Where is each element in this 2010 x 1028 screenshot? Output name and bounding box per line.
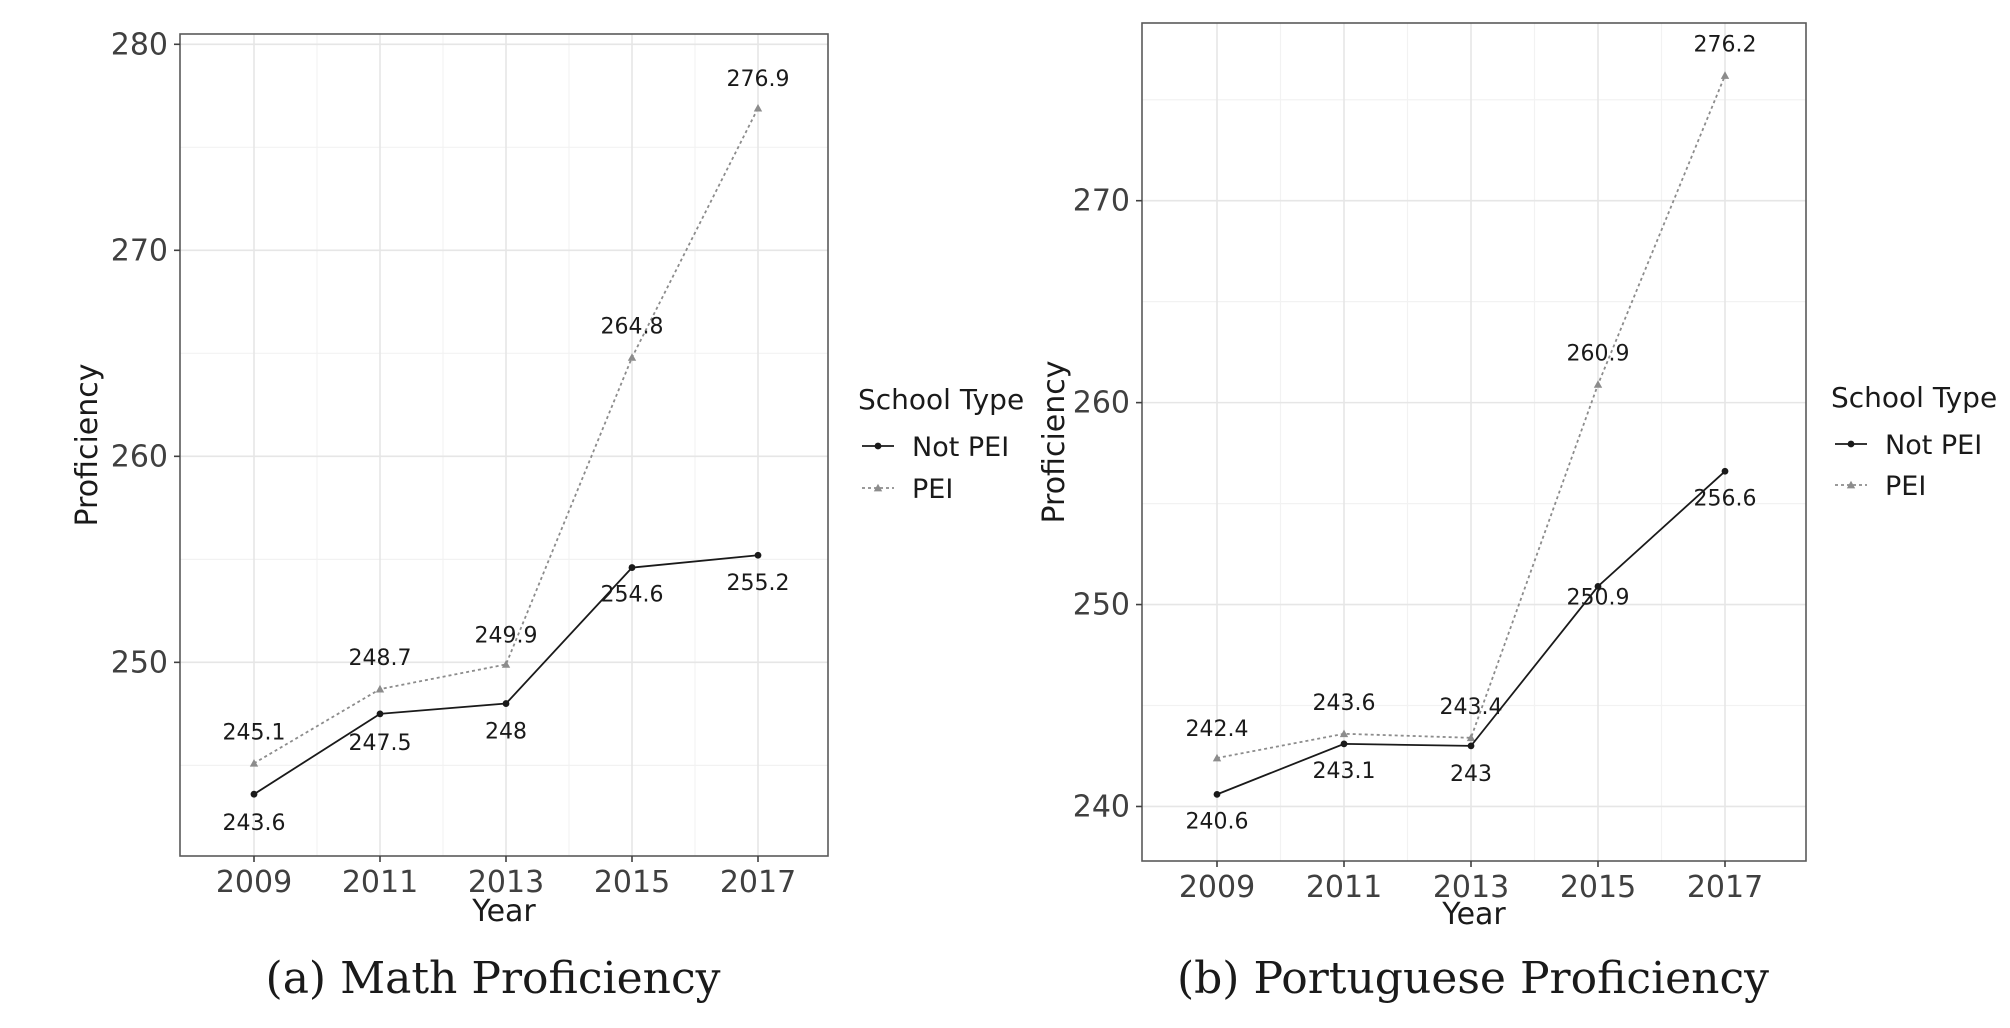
chart-panel-2: 240 250 260 270 2009 2011 2013 2015 2017 Year Prof… [1037,22,1997,1004]
legend-label: Not PEI [912,432,1009,463]
x-axis-title: Year [1441,897,1506,932]
data-label-pei: 276.9 [727,67,790,92]
data-label-not-pei: 250.9 [1567,585,1630,610]
data-point-pei [1593,380,1603,388]
legend-label: PEI [1885,471,1926,502]
x-tick-label: 2015 [594,865,670,900]
y-tick-label: 270 [1073,184,1130,219]
y-tick-label: 250 [1073,588,1130,623]
legend-key-marker [873,483,883,492]
legend-key-marker [874,442,882,450]
data-point-not-pei [1721,467,1729,475]
data-point-pei [501,660,511,668]
x-tick-label: 2011 [1306,870,1382,905]
y-tick-label: 260 [111,439,168,474]
x-tick-label: 2009 [1179,870,1255,905]
y-axis-title: Proficiency [1037,360,1072,523]
data-point-not-pei [376,710,384,718]
legend-label: Not PEI [1885,430,1982,461]
legend-title: School Type [858,383,1024,416]
legend: School Type Not PEI PEI [1831,381,1997,502]
legend-key-marker [1846,480,1856,489]
x-axis-title: Year [471,894,536,929]
data-label-not-pei: 243.1 [1313,759,1376,784]
data-label-pei: 245.1 [223,720,286,745]
legend-title: School Type [1831,381,1997,414]
data-point-pei [1339,729,1349,738]
data-point-pei [1466,733,1476,742]
plot-border [1141,22,1807,862]
data-label-not-pei: 248 [485,720,527,745]
y-tick-label: 280 [111,27,168,62]
data-point-pei [375,684,385,693]
data-label-not-pei: 254.6 [601,583,664,608]
data-label-pei: 242.4 [1186,717,1249,742]
data-label-not-pei: 240.6 [1186,809,1249,834]
x-tick-label: 2013 [468,865,544,900]
x-tick-label: 2017 [720,865,796,900]
data-label-pei: 249.9 [475,623,538,648]
data-label-pei: 260.9 [1567,341,1630,366]
series-line-pei [1216,75,1726,759]
panel-caption: (b) Portuguese Proficiency [1177,953,1769,1004]
data-label-not-pei: 247.5 [349,731,412,756]
data-point-not-pei [628,564,636,571]
data-point-not-pei [250,790,258,798]
data-point-pei [627,353,637,361]
data-label-not-pei: 243 [1450,762,1492,787]
panel-caption: (a) Math Proficiency [266,953,721,1004]
data-point-not-pei [1213,790,1221,798]
y-axis-title: Proficiency [70,363,105,526]
data-label-pei: 264.8 [601,314,664,339]
data-label-pei: 243.4 [1440,695,1503,720]
data-point-not-pei [1467,742,1475,750]
series-line-pei [253,107,759,765]
y-tick-label: 240 [1073,789,1130,824]
data-label-not-pei: 255.2 [727,571,790,596]
plot-border [179,33,829,857]
legend-key-marker [1847,440,1855,448]
data-point-not-pei [1594,582,1602,590]
data-point-not-pei [754,551,762,559]
x-tick-label: 2013 [1433,870,1509,905]
legend: School Type Not PEI PEI [858,383,1024,505]
chart-panel-1: 250 260 270 280 2009 2011 2013 2015 2017 Year Prof… [70,27,1024,1004]
data-label-not-pei: 243.6 [223,811,286,836]
x-tick-label: 2009 [216,865,292,900]
x-tick-label: 2011 [342,865,418,900]
data-label-pei: 248.7 [349,646,412,671]
x-tick-label: 2017 [1687,870,1763,905]
legend-label: PEI [912,474,953,505]
x-tick-label: 2015 [1560,870,1636,905]
data-point-pei [753,103,763,112]
data-label-not-pei: 256.6 [1694,486,1757,511]
data-label-pei: 243.6 [1313,691,1376,716]
data-point-pei [1720,71,1730,79]
data-point-not-pei [1340,740,1348,748]
y-tick-label: 270 [111,233,168,268]
y-tick-label: 260 [1073,386,1130,421]
data-point-pei [1212,753,1222,762]
data-point-pei [249,759,259,767]
data-label-pei: 276.2 [1694,33,1757,58]
y-tick-label: 250 [111,645,168,680]
data-point-not-pei [502,700,510,707]
